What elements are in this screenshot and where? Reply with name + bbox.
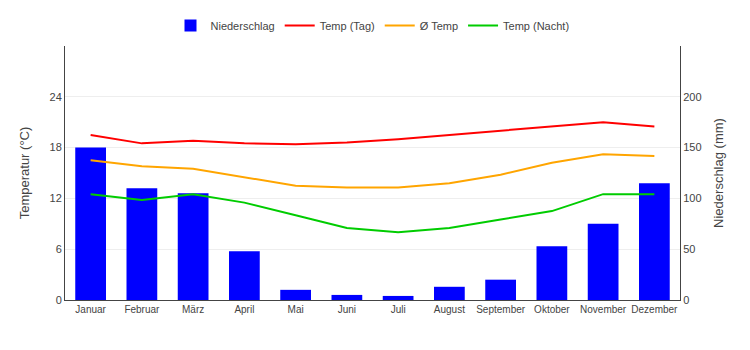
svg-text:September: September [476, 304, 526, 315]
svg-text:18: 18 [50, 141, 62, 153]
svg-text:150: 150 [683, 141, 701, 153]
svg-text:Ø Temp: Ø Temp [420, 20, 458, 32]
svg-text:200: 200 [683, 91, 701, 103]
svg-text:24: 24 [50, 91, 62, 103]
svg-text:0: 0 [56, 294, 62, 306]
svg-text:Juli: Juli [391, 304, 406, 315]
svg-text:Dezember: Dezember [631, 304, 678, 315]
svg-text:Temp (Nacht): Temp (Nacht) [503, 20, 569, 32]
svg-text:Temperatur (°C): Temperatur (°C) [17, 127, 32, 220]
svg-text:12: 12 [50, 192, 62, 204]
svg-text:November: November [580, 304, 627, 315]
svg-text:Mai: Mai [288, 304, 304, 315]
svg-text:50: 50 [683, 243, 695, 255]
svg-text:Temp (Tag): Temp (Tag) [320, 20, 375, 32]
svg-text:100: 100 [683, 192, 701, 204]
svg-text:Juni: Juni [338, 304, 356, 315]
svg-text:6: 6 [56, 243, 62, 255]
svg-text:Oktober: Oktober [534, 304, 570, 315]
svg-text:Januar: Januar [75, 304, 106, 315]
svg-text:Februar: Februar [124, 304, 160, 315]
svg-text:0: 0 [683, 294, 689, 306]
svg-text:August: August [434, 304, 465, 315]
svg-text:Niederschlag (mm): Niederschlag (mm) [711, 118, 726, 228]
svg-text:April: April [234, 304, 254, 315]
svg-text:März: März [182, 304, 204, 315]
svg-text:Niederschlag: Niederschlag [211, 20, 275, 32]
